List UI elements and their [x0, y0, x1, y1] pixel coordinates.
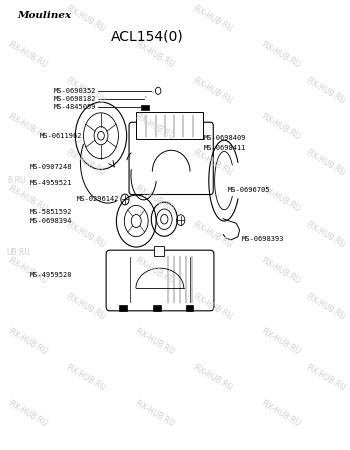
Text: FIX-HUB.RU: FIX-HUB.RU [64, 4, 107, 34]
Text: MS-4959520: MS-4959520 [29, 272, 72, 278]
Text: FIX-HUB.RU: FIX-HUB.RU [191, 220, 233, 249]
Text: FIX-HUB.RU: FIX-HUB.RU [6, 184, 49, 213]
Text: FIX-HUB.RU: FIX-HUB.RU [133, 256, 175, 285]
Text: FIX-HUB.RU: FIX-HUB.RU [191, 363, 233, 393]
Text: FIX-HUB.RU: FIX-HUB.RU [133, 328, 175, 357]
Text: MS-0698182: MS-0698182 [53, 96, 96, 102]
FancyBboxPatch shape [106, 250, 214, 311]
Text: MS-0698394: MS-0698394 [29, 218, 72, 224]
Text: FIX-HUB.RU: FIX-HUB.RU [191, 292, 233, 321]
Text: MS-5851592: MS-5851592 [29, 209, 72, 215]
Text: FIX-HUB.RU: FIX-HUB.RU [64, 148, 107, 177]
Text: MS-0296142: MS-0296142 [76, 197, 119, 202]
Text: FIX-HUB.RU: FIX-HUB.RU [191, 76, 233, 106]
Text: FIX-HUB.RU: FIX-HUB.RU [6, 256, 49, 285]
Text: FIX-HUB.RU: FIX-HUB.RU [259, 112, 302, 142]
FancyBboxPatch shape [154, 246, 164, 256]
Text: MS-0907248: MS-0907248 [29, 164, 72, 170]
FancyBboxPatch shape [136, 112, 203, 139]
Text: MS-0611962: MS-0611962 [40, 133, 82, 139]
Text: MS-4959521: MS-4959521 [29, 180, 72, 186]
Text: FIX-HUB.RU: FIX-HUB.RU [6, 399, 49, 429]
Text: FIX-HUB.RU: FIX-HUB.RU [64, 363, 107, 393]
Text: MS-4845059: MS-4845059 [53, 104, 96, 110]
Text: MS-0698411: MS-0698411 [204, 145, 246, 151]
Text: MS-0698409: MS-0698409 [204, 135, 246, 141]
Text: FIX-HUB.RU: FIX-HUB.RU [64, 220, 107, 249]
Text: FIX-HUB.RU: FIX-HUB.RU [259, 184, 302, 213]
Text: FIX-HUB.RU: FIX-HUB.RU [259, 256, 302, 285]
FancyBboxPatch shape [186, 305, 194, 311]
Text: FIX-HUB.RU: FIX-HUB.RU [304, 76, 346, 106]
FancyBboxPatch shape [119, 305, 127, 311]
Text: FIX-HUB.RU: FIX-HUB.RU [259, 399, 302, 429]
FancyBboxPatch shape [141, 105, 149, 110]
Text: FIX-HUB.RU: FIX-HUB.RU [304, 292, 346, 321]
Text: FIX-HUB.RU: FIX-HUB.RU [304, 220, 346, 249]
Text: FIX-HUB.RU: FIX-HUB.RU [6, 112, 49, 142]
Text: FIX-HUB.RU: FIX-HUB.RU [64, 292, 107, 321]
FancyBboxPatch shape [153, 305, 161, 311]
FancyBboxPatch shape [129, 122, 213, 194]
Text: MS-0698393: MS-0698393 [241, 236, 284, 242]
Text: MS-0690352: MS-0690352 [53, 88, 96, 94]
Text: FIX-HUB.RU: FIX-HUB.RU [6, 328, 49, 357]
Text: FIX-HUB.RU: FIX-HUB.RU [6, 40, 49, 70]
Text: FIX-HUB.RU: FIX-HUB.RU [304, 148, 346, 177]
Text: FIX-HUB.RU: FIX-HUB.RU [259, 328, 302, 357]
Text: B.RU: B.RU [7, 176, 25, 185]
Text: MS-0696705: MS-0696705 [228, 187, 270, 193]
Text: ACL154(0): ACL154(0) [111, 30, 183, 44]
Text: FIX-HUB.RU: FIX-HUB.RU [64, 76, 107, 106]
Text: FIX-HUB.RU: FIX-HUB.RU [133, 184, 175, 213]
Text: Moulinex: Moulinex [18, 11, 71, 20]
Text: FIX-HUB.RU: FIX-HUB.RU [259, 40, 302, 70]
Text: FIX-HUB.RU: FIX-HUB.RU [133, 112, 175, 142]
Text: FIX-HUB.RU: FIX-HUB.RU [133, 399, 175, 429]
Text: FIX-HUB.RU: FIX-HUB.RU [191, 148, 233, 177]
Text: FIX-HUB.RU: FIX-HUB.RU [191, 4, 233, 34]
Text: UB.RU: UB.RU [7, 248, 31, 257]
Text: FIX-HUB.RU: FIX-HUB.RU [304, 363, 346, 393]
Text: FIX-HUB.RU: FIX-HUB.RU [133, 40, 175, 70]
